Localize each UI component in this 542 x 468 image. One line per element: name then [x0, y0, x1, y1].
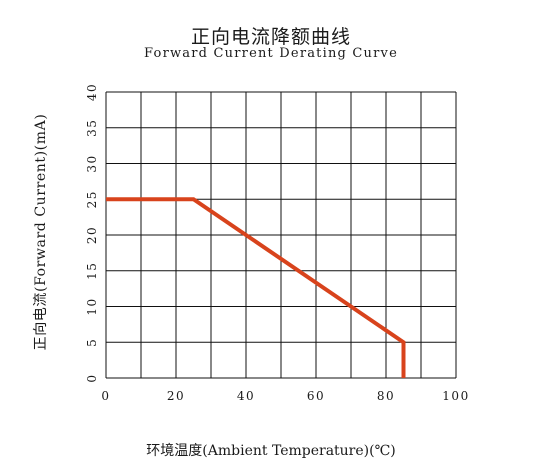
y-tick-label: 5 — [85, 338, 99, 347]
y-tick-label: 25 — [85, 190, 99, 208]
x-tick-label: 80 — [377, 389, 395, 403]
series-layer — [105, 197, 406, 379]
derating-curve-line — [106, 197, 406, 378]
x-tick-label: 40 — [237, 389, 255, 403]
y-tick-label: 35 — [85, 119, 99, 137]
y-tick-label: 40 — [85, 83, 99, 101]
grid — [105, 91, 457, 379]
y-axis-ticks: 0 5 10 15 20 25 30 35 40 — [85, 83, 99, 383]
x-tick-label: 20 — [167, 389, 185, 403]
x-tick-label: 0 — [101, 389, 110, 403]
y-tick-label: 0 — [85, 373, 99, 382]
x-tick-label: 60 — [307, 389, 325, 403]
x-axis-ticks: 0 20 40 60 80 100 — [101, 389, 469, 403]
y-tick-label: 10 — [85, 297, 99, 315]
y-tick-label: 20 — [85, 226, 99, 244]
chart-subtitle: Forward Current Derating Curve — [144, 46, 398, 61]
y-axis-label: 正向电流(Forward Current)(mA) — [33, 113, 49, 351]
x-axis-label: 环境温度(Ambient Temperature)(℃) — [146, 443, 396, 459]
y-tick-label: 30 — [85, 154, 99, 172]
x-tick-label: 100 — [442, 389, 469, 403]
y-tick-label: 15 — [85, 262, 99, 280]
chart-title: 正向电流降额曲线 — [190, 26, 351, 48]
